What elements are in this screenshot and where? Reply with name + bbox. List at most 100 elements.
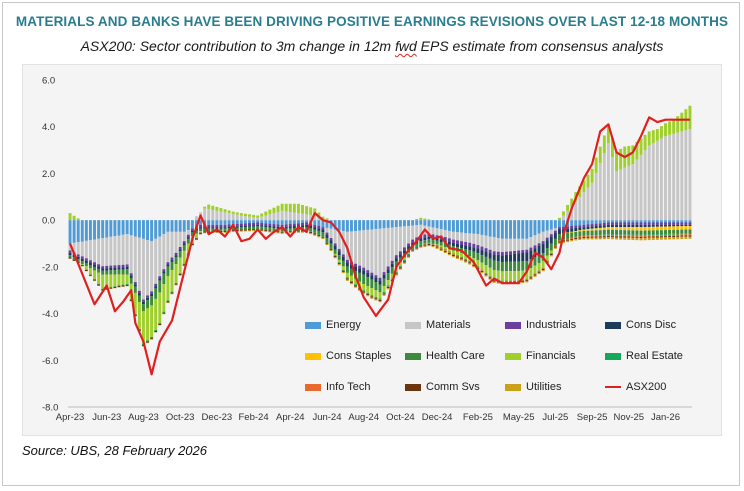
bar-financials <box>655 129 659 141</box>
bar-utilities <box>248 230 251 232</box>
bar-cons-disc <box>243 225 247 228</box>
bar-real-estate <box>117 285 121 287</box>
bar-cons-disc <box>141 301 145 305</box>
bar-financials <box>456 251 459 256</box>
bar-cons-disc <box>227 226 231 229</box>
bar-energy <box>325 220 329 228</box>
bar-energy <box>317 220 321 226</box>
bar-industrials <box>635 222 639 225</box>
bar-materials <box>578 196 582 221</box>
bar-industrials <box>125 264 129 267</box>
bar-energy <box>243 220 247 224</box>
bar-health-care <box>243 227 247 230</box>
bar-utilities <box>594 237 598 240</box>
bar-materials <box>296 213 300 221</box>
bar-cons-disc <box>305 224 309 228</box>
bar-energy <box>337 220 341 231</box>
bar-financials <box>545 255 549 261</box>
bar-info-tech <box>651 235 655 237</box>
bar-utilities <box>362 292 366 294</box>
bar-energy <box>239 220 243 224</box>
bar-cons-disc <box>419 238 423 242</box>
bar-materials <box>680 131 684 221</box>
bar-real-estate <box>162 311 166 313</box>
bar-materials <box>305 214 309 221</box>
bar-comm-svs <box>688 235 692 237</box>
bar-cons-disc <box>284 226 288 229</box>
bar-energy <box>378 220 382 229</box>
bar-comm-svs <box>117 286 121 288</box>
bar-health-care <box>590 230 594 236</box>
bar-health-care <box>545 248 549 256</box>
bar-financials <box>345 272 349 278</box>
bar-materials <box>541 231 545 242</box>
bar-utilities <box>590 237 594 240</box>
bar-utilities <box>586 237 590 240</box>
bar-real-estate <box>407 253 411 256</box>
bar-comm-svs <box>464 260 468 262</box>
bar-materials <box>472 233 476 244</box>
bar-energy <box>292 220 296 224</box>
bar-cons-disc <box>578 227 582 231</box>
bar-cons-disc <box>203 227 207 229</box>
bar-cons-staples <box>578 230 582 232</box>
bar-comm-svs <box>170 292 174 294</box>
bar-materials <box>284 211 288 221</box>
bar-cons-staples <box>668 226 672 230</box>
bar-real-estate <box>366 292 370 294</box>
bar-real-estate <box>374 296 378 298</box>
bar-real-estate <box>468 260 472 262</box>
bar-utilities <box>370 297 374 299</box>
bar-financials <box>488 267 492 277</box>
bar-financials <box>500 271 504 281</box>
bar-cons-disc <box>668 224 672 227</box>
bar-real-estate <box>378 298 382 300</box>
bar-comm-svs <box>317 235 321 237</box>
bar-materials <box>313 215 317 221</box>
bar-financials <box>586 174 590 188</box>
bar-materials <box>390 227 394 261</box>
bar-energy <box>382 220 386 229</box>
bar-financials <box>101 274 105 289</box>
subtitle-part-1: ASX200: Sector contribution to 3m change… <box>80 38 395 54</box>
bar-energy <box>158 220 162 237</box>
bar-health-care <box>390 267 394 274</box>
bar-health-care <box>166 266 170 276</box>
bar-info-tech <box>602 235 606 237</box>
bar-energy <box>476 220 480 235</box>
bar-industrials <box>284 224 288 227</box>
bar-cons-disc <box>117 267 121 270</box>
bar-utilities <box>407 256 411 258</box>
bar-energy <box>374 220 378 230</box>
bar-real-estate <box>456 255 459 256</box>
bar-industrials <box>121 264 125 268</box>
bar-utilities <box>239 230 243 232</box>
bar-comm-svs <box>190 243 194 246</box>
bar-real-estate <box>182 263 186 265</box>
bar-energy <box>431 220 435 228</box>
bar-industrials <box>688 222 692 225</box>
bar-real-estate <box>664 233 667 235</box>
bar-health-care <box>488 258 492 268</box>
bar-comm-svs <box>615 236 619 238</box>
bar-real-estate <box>688 232 692 235</box>
bar-cons-disc <box>68 252 72 256</box>
bar-health-care <box>178 251 182 258</box>
bar-health-care <box>76 259 80 262</box>
bar-cons-disc <box>88 262 92 265</box>
bar-info-tech <box>672 234 676 236</box>
bar-energy <box>586 220 590 225</box>
bar-financials <box>460 252 464 257</box>
bar-cons-disc <box>570 228 574 232</box>
bar-financials <box>337 259 341 263</box>
bar-financials <box>374 290 378 297</box>
bar-info-tech <box>627 235 631 237</box>
bar-cons-disc <box>427 236 431 240</box>
bar-utilities <box>480 272 484 274</box>
bar-energy <box>248 220 251 224</box>
bar-financials <box>146 308 149 341</box>
bar-materials <box>378 228 382 278</box>
bar-comm-svs <box>553 246 557 248</box>
bar-comm-svs <box>643 236 647 238</box>
bar-materials <box>252 217 256 221</box>
